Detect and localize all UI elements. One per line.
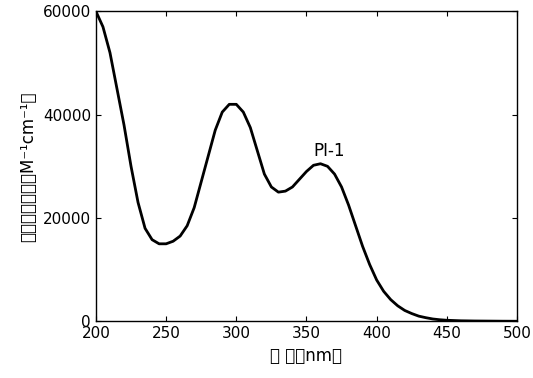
Y-axis label: 摩尔消光系数（M⁻¹cm⁻¹）: 摩尔消光系数（M⁻¹cm⁻¹） bbox=[19, 91, 37, 242]
Text: PI-1: PI-1 bbox=[313, 142, 345, 160]
X-axis label: 波 长（nm）: 波 长（nm） bbox=[270, 347, 343, 365]
